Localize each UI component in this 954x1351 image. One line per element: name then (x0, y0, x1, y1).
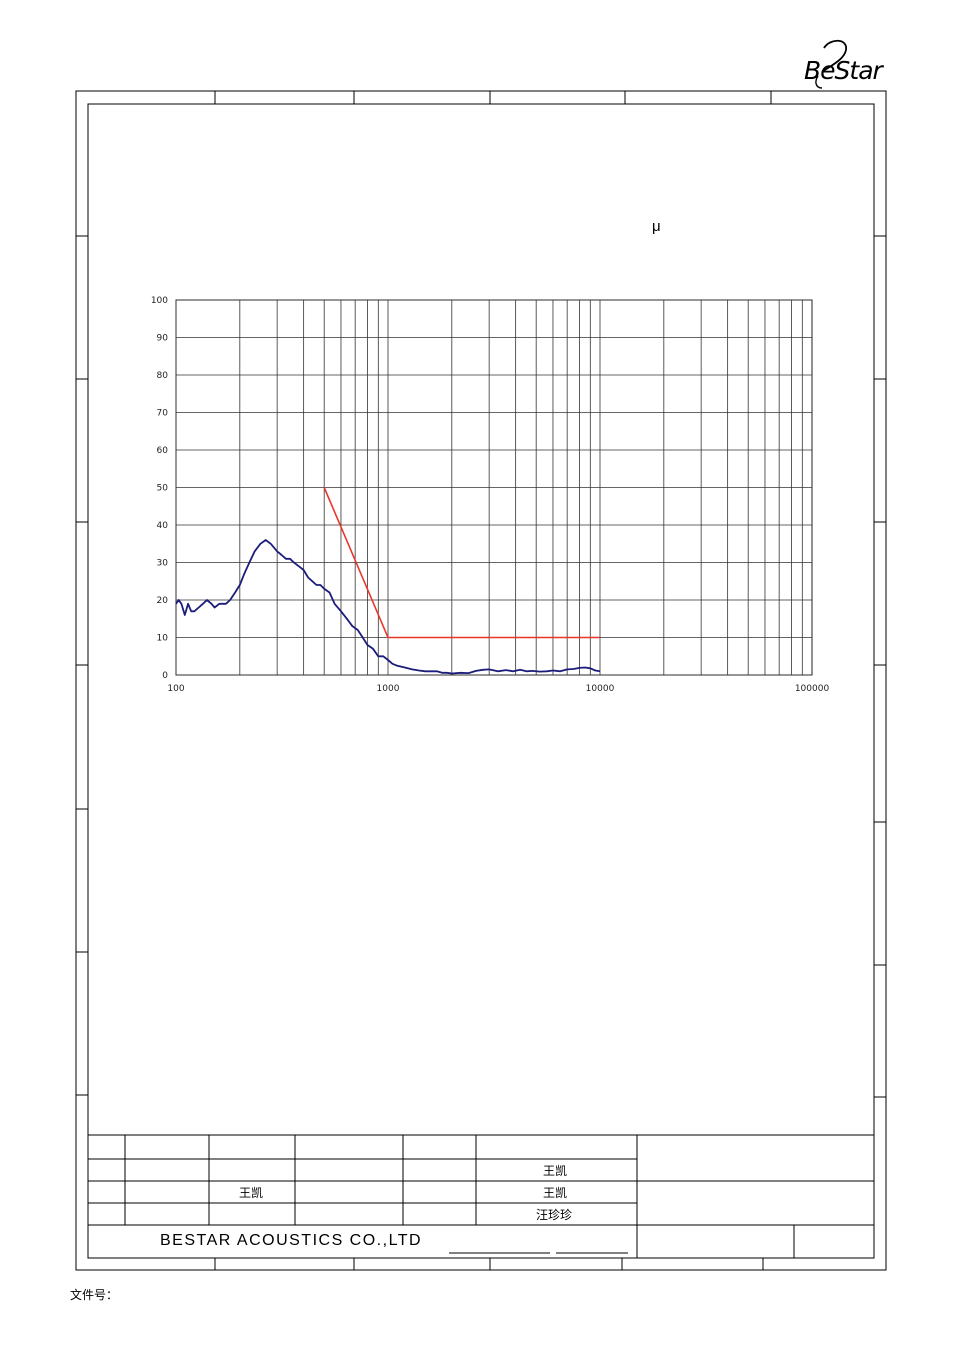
y-tick-label: 50 (157, 484, 169, 494)
bestar-logo: BeStar (804, 36, 888, 94)
logo-swirl-icon (815, 39, 847, 89)
mu-symbol: μ (652, 218, 661, 235)
title-block-grid (88, 1134, 874, 1258)
limit-line (323, 487, 600, 639)
company-name: BESTAR ACOUSTICS CO.,LTD (160, 1232, 423, 1249)
y-tick-label: 20 (157, 596, 169, 606)
y-tick-label: 30 (157, 559, 169, 569)
measured-response-line (175, 539, 601, 675)
y-tick-label: 90 (157, 334, 169, 344)
y-tick-label: 80 (157, 371, 169, 381)
y-tick-label: 60 (157, 446, 169, 456)
y-tick-label: 40 (157, 521, 169, 531)
logo-text: BeStar (804, 56, 883, 85)
frequency-response-chart: 0 10 20 30 40 50 60 70 80 90 100 100 1000 10000 100000 (151, 296, 830, 694)
title-block-name-r2: 王凯 (543, 1164, 568, 1178)
x-tick-label: 1000 (377, 684, 400, 694)
y-tick-label: 0 (162, 671, 168, 681)
y-tick-label: 70 (157, 409, 169, 419)
document-number-label: 文件号： (70, 1288, 119, 1302)
title-block-name-r4: 汪珍珍 (536, 1208, 573, 1222)
x-tick-label: 10000 (586, 684, 615, 694)
x-tick-label: 100000 (795, 684, 830, 694)
title-block-name-r3c3: 王凯 (239, 1186, 264, 1200)
title-block-name-r3: 王凯 (543, 1186, 568, 1200)
y-tick-label: 10 (157, 634, 169, 644)
y-tick-label: 100 (151, 296, 168, 306)
x-tick-label: 100 (167, 684, 184, 694)
